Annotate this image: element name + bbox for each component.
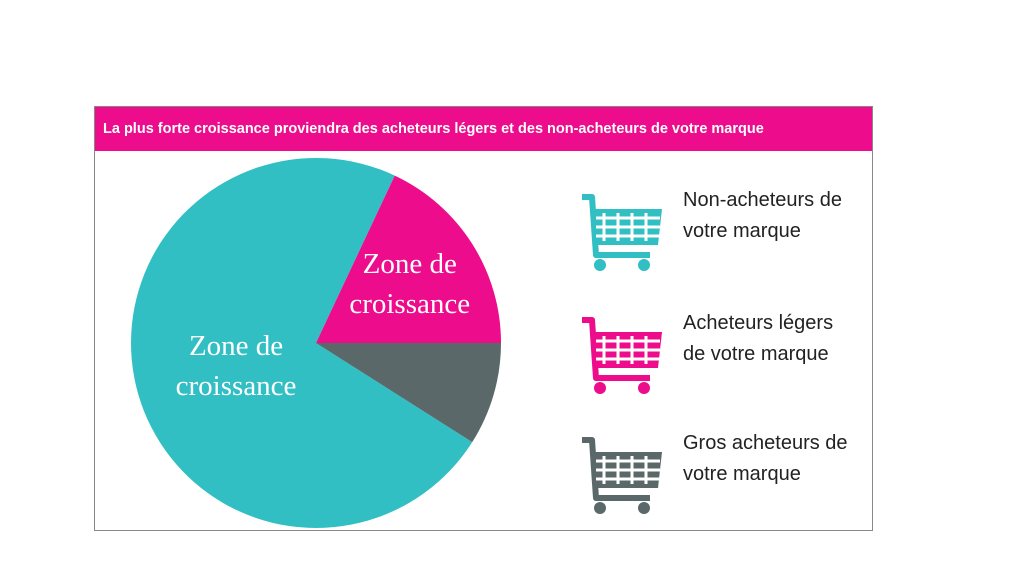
- pie-slice: [131, 158, 473, 528]
- pie-slice: [316, 343, 501, 443]
- pie-slice: [316, 175, 501, 343]
- cart-wheel: [594, 502, 606, 514]
- cart-wheel: [638, 259, 650, 271]
- legend-label: Non-acheteurs de votre marque: [683, 189, 842, 242]
- slice-label: Zone de croissance: [349, 247, 471, 320]
- slice-label: Zone de croissance: [175, 330, 297, 403]
- legend-cart-icon: [582, 317, 662, 394]
- legend-cart-icon: [582, 437, 662, 514]
- chart-frame: La plus forte croissance proviendra des …: [94, 106, 873, 531]
- legend-cart-icon: [582, 194, 662, 271]
- chart-title: La plus forte croissance proviendra des …: [95, 107, 872, 151]
- legend-label: Acheteurs légers de votre marque: [683, 312, 834, 365]
- cart-wheel: [594, 259, 606, 271]
- legend-label: Gros acheteurs de votre marque: [683, 432, 848, 485]
- cart-wheel: [638, 382, 650, 394]
- cart-wheel: [594, 382, 606, 394]
- cart-wheel: [638, 502, 650, 514]
